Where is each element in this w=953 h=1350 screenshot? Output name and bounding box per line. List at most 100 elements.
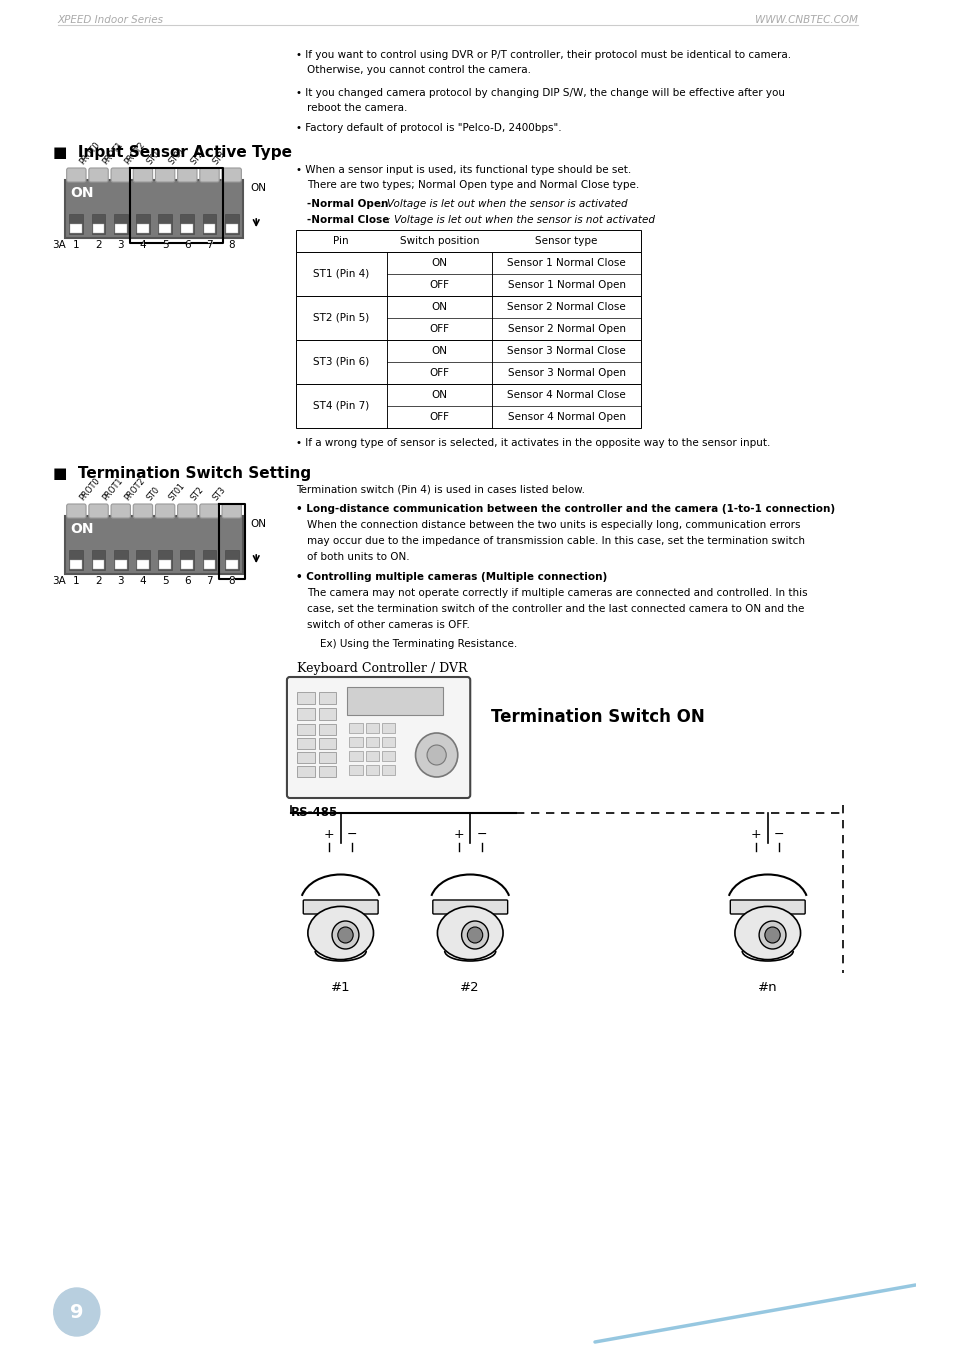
Ellipse shape (437, 906, 502, 960)
Text: 1: 1 (73, 242, 80, 252)
Bar (180, 549, 194, 570)
Text: Pin: Pin (333, 236, 349, 246)
Text: Sensor 4 Normal Close: Sensor 4 Normal Close (507, 390, 625, 400)
Text: +: + (453, 828, 463, 841)
Text: ST0: ST0 (145, 148, 161, 166)
Bar (295, 383, 640, 428)
Text: 3A: 3A (52, 240, 67, 250)
FancyBboxPatch shape (67, 167, 86, 182)
Bar (181, 559, 193, 568)
Bar (70, 549, 83, 570)
Text: ■  Termination Switch Setting: ■ Termination Switch Setting (52, 466, 311, 481)
Bar (113, 213, 128, 234)
Bar (158, 213, 172, 234)
Text: 1: 1 (73, 578, 80, 589)
Text: The camera may not operate correctly if multiple cameras are connected and contr: The camera may not operate correctly if … (307, 589, 807, 598)
Text: 3: 3 (117, 578, 124, 589)
Text: ST2 (Pin 5): ST2 (Pin 5) (313, 313, 369, 323)
Bar (92, 559, 105, 568)
Text: 3: 3 (117, 240, 124, 250)
FancyBboxPatch shape (111, 504, 131, 518)
Text: 8: 8 (228, 242, 234, 252)
Text: Sensor 3 Normal Open: Sensor 3 Normal Open (507, 369, 625, 378)
Text: Sensor 3 Normal Close: Sensor 3 Normal Close (507, 346, 625, 356)
Text: Sensor 1 Normal Open: Sensor 1 Normal Open (507, 279, 625, 290)
Text: may occur due to the impedance of transmission cable. In this case, set the term: may occur due to the impedance of transm… (307, 536, 804, 545)
Bar (113, 549, 128, 570)
Ellipse shape (308, 906, 374, 960)
Text: Switch position: Switch position (399, 236, 478, 246)
Bar (297, 724, 314, 734)
Text: Sensor 1 Normal Close: Sensor 1 Normal Close (507, 258, 625, 269)
Bar (136, 213, 150, 234)
FancyBboxPatch shape (133, 504, 152, 518)
Bar (349, 751, 362, 761)
Text: • If a wrong type of sensor is selected, it activates in the opposite way to the: • If a wrong type of sensor is selected,… (295, 437, 769, 448)
Bar (70, 213, 83, 234)
Text: ON: ON (251, 184, 266, 193)
Text: Otherwise, you cannot control the camera.: Otherwise, you cannot control the camera… (307, 65, 531, 76)
Text: 8: 8 (228, 576, 234, 586)
FancyBboxPatch shape (199, 504, 219, 518)
FancyBboxPatch shape (89, 167, 108, 182)
Text: PROT1: PROT1 (100, 477, 124, 502)
Text: 2: 2 (95, 576, 102, 586)
Ellipse shape (734, 906, 800, 960)
Text: • Long-distance communication between the controller and the camera (1-to-1 conn: • Long-distance communication between th… (295, 504, 834, 514)
FancyBboxPatch shape (155, 167, 174, 182)
Bar (92, 224, 105, 232)
Text: #n: #n (757, 981, 777, 994)
Text: Sensor 2 Normal Close: Sensor 2 Normal Close (507, 302, 625, 312)
Text: Keyboard Controller / DVR: Keyboard Controller / DVR (297, 662, 468, 675)
Text: 8: 8 (228, 240, 234, 250)
Text: ON: ON (251, 518, 266, 529)
Text: ST1 (Pin 4): ST1 (Pin 4) (313, 269, 369, 279)
Bar (347, 687, 443, 716)
Bar (295, 296, 640, 340)
FancyBboxPatch shape (287, 676, 470, 798)
Bar (365, 737, 378, 747)
Bar (180, 213, 194, 234)
Text: #2: #2 (460, 981, 479, 994)
FancyBboxPatch shape (67, 504, 86, 518)
FancyBboxPatch shape (177, 504, 197, 518)
Text: PROT2: PROT2 (123, 140, 147, 166)
Text: • It you changed camera protocol by changing DIP S/W, the change will be effecti: • It you changed camera protocol by chan… (295, 88, 783, 99)
Text: 4: 4 (139, 240, 146, 250)
Text: 7: 7 (206, 576, 213, 586)
Text: Sensor 2 Normal Open: Sensor 2 Normal Open (507, 324, 625, 333)
Text: ST3: ST3 (212, 485, 228, 502)
Text: ST01: ST01 (167, 481, 187, 502)
Text: 2: 2 (95, 578, 102, 589)
Bar (137, 559, 149, 568)
Bar (225, 213, 238, 234)
Text: XPEED Indoor Series: XPEED Indoor Series (57, 15, 163, 26)
Text: Termination Switch ON: Termination Switch ON (491, 707, 704, 726)
Bar (318, 752, 335, 763)
Text: -Normal Open: -Normal Open (307, 198, 388, 209)
Bar (137, 224, 149, 232)
Bar (318, 707, 335, 720)
Text: WWW.CNBTEC.COM: WWW.CNBTEC.COM (754, 15, 857, 26)
Bar (349, 724, 362, 733)
Text: −: − (347, 828, 357, 841)
Circle shape (759, 921, 785, 949)
Bar (71, 559, 82, 568)
Bar (65, 516, 243, 574)
Bar (381, 737, 395, 747)
FancyBboxPatch shape (303, 900, 377, 914)
Text: ST3 (Pin 6): ST3 (Pin 6) (313, 356, 369, 367)
FancyBboxPatch shape (222, 167, 241, 182)
Text: 7: 7 (206, 578, 213, 589)
Text: 4: 4 (139, 242, 146, 252)
Bar (349, 765, 362, 775)
Text: 2: 2 (95, 240, 102, 250)
Bar (226, 559, 237, 568)
Bar (114, 224, 127, 232)
Text: 5: 5 (162, 240, 169, 250)
Bar (295, 252, 640, 296)
Bar (225, 549, 238, 570)
Bar (297, 738, 314, 749)
FancyBboxPatch shape (133, 167, 152, 182)
Text: PROT0: PROT0 (78, 477, 102, 502)
